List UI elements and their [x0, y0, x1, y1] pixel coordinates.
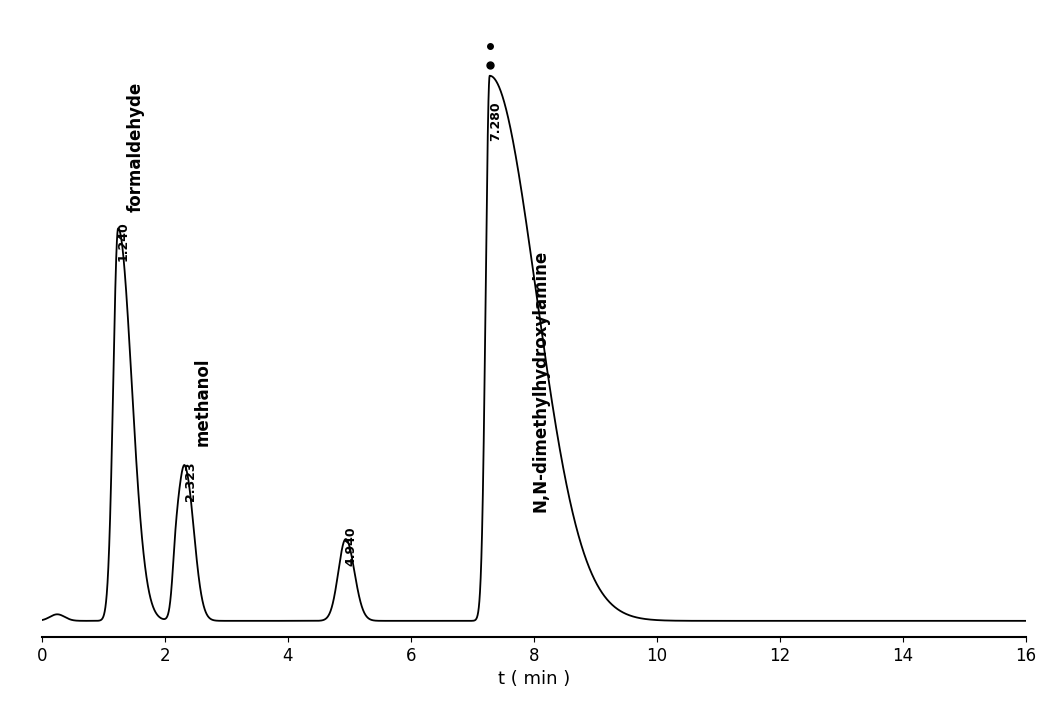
Text: formaldehyde: formaldehyde — [127, 82, 144, 212]
Text: methanol: methanol — [194, 358, 213, 447]
Text: 7.280: 7.280 — [489, 101, 502, 141]
Text: N,N-dimethylhydroxylamine: N,N-dimethylhydroxylamine — [531, 250, 549, 512]
Text: 4.940: 4.940 — [344, 527, 358, 566]
X-axis label: t ( min ): t ( min ) — [497, 670, 571, 688]
Text: 2.323: 2.323 — [184, 462, 197, 501]
Text: 1.240: 1.240 — [116, 222, 130, 261]
